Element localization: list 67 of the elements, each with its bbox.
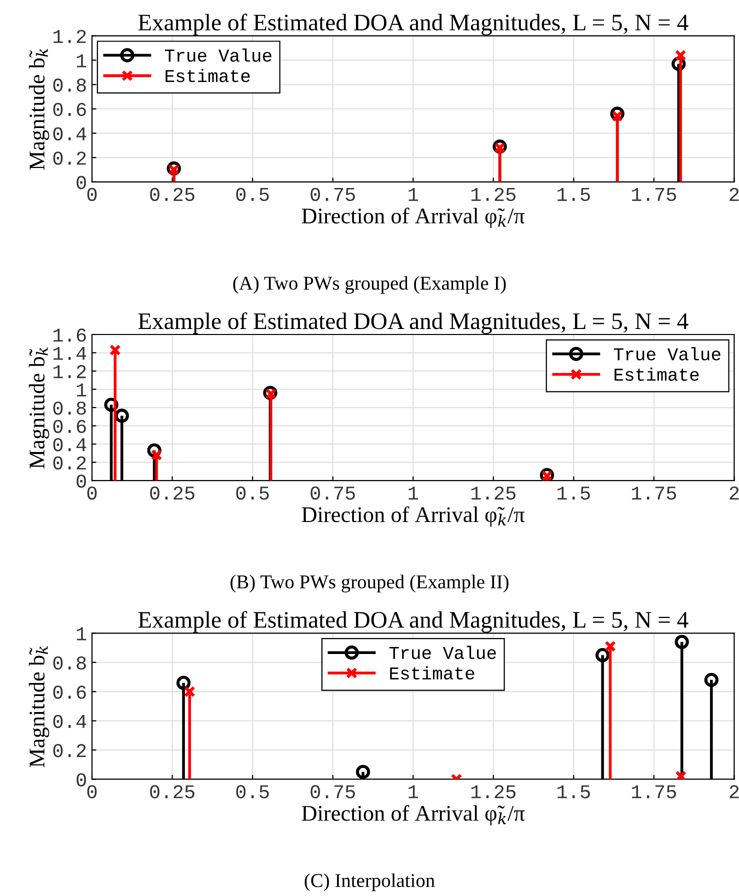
x-tick-label: 1: [408, 486, 418, 500]
text: (C) Interpolation: [304, 873, 435, 892]
y-tick-label: 1: [76, 54, 86, 68]
legend-label: True Value: [164, 48, 272, 62]
x-tick-label: 2: [730, 785, 739, 798]
x-tick-label: 1.5: [558, 785, 590, 798]
y-tick-label: 1.6: [54, 328, 86, 342]
y-axis-title: Magnitude b̃$_{k}$: [28, 48, 50, 170]
x-tick-label: 1.75: [632, 785, 676, 798]
chart-title: Example of Estimated DOA and Magnitudes, L = 5, N = 4: [138, 14, 688, 36]
y-tick-label: 0.8: [53, 78, 86, 92]
y-tick-label: 0.6: [53, 102, 86, 116]
y-axis-title: Magnitude b̃$_{k}$: [28, 348, 50, 469]
x-tick-label: 2: [730, 486, 739, 500]
x-tick-label: 1.25: [471, 188, 516, 202]
y-tick-label: 1.4: [54, 347, 86, 360]
x-tick-label: 0.5: [236, 486, 269, 500]
chart-title: Example of Estimated DOA and Magnitudes, L = 5, N = 4: [138, 312, 688, 334]
x-tick-label: 1: [408, 785, 418, 798]
x-tick-label: 1.5: [558, 188, 590, 202]
x-tick-label: 0: [87, 486, 97, 500]
legend-label: Estimate: [166, 68, 250, 82]
y-tick-label: 0: [76, 474, 86, 488]
x-tick-label: 0.75: [310, 486, 355, 500]
chart-title: Example of Estimated DOA and Magnitudes, L = 5, N = 4: [138, 610, 688, 633]
y-tick-label: 0.6: [53, 420, 86, 434]
legend-label: True Value: [614, 347, 720, 360]
y-tick-label: 0.4: [53, 127, 86, 140]
x-tick-label: 0.25: [150, 188, 194, 202]
y-axis-title: Magnitude b̃$_{k}$: [28, 646, 50, 768]
x-tick-label: 0.5: [236, 785, 269, 798]
x-tick-label: 1.25: [471, 785, 516, 798]
x-tick-label: 1.75: [632, 486, 676, 500]
y-tick-label: 0: [76, 176, 86, 190]
x-tick-label: 2: [730, 188, 739, 201]
y-tick-label: 0.6: [53, 686, 86, 699]
y-tick-label: 1.2: [54, 30, 86, 43]
x-tick-label: 0: [87, 785, 97, 798]
y-tick-label: 0: [76, 773, 86, 786]
y-tick-label: 1: [76, 384, 86, 396]
y-tick-label: 0.2: [53, 152, 86, 165]
x-axis-title: Direction of Arrival φ̃$_{k}$/π: [302, 506, 525, 527]
x-axis-title: Direction of Arrival φ̃$_{k}$/π: [302, 208, 525, 228]
y-tick-label: 0.4: [53, 438, 86, 452]
x-tick-label: 0.25: [150, 486, 194, 500]
y-tick-label: 1: [76, 627, 86, 640]
legend-label: Estimate: [614, 368, 699, 381]
text: (B) Two PWs grouped (Example II): [230, 574, 508, 592]
legend-label: True Value: [389, 646, 496, 660]
legend-label: Estimate: [390, 666, 474, 680]
x-tick-label: 0.5: [236, 188, 269, 202]
x-tick-label: 1.5: [558, 486, 590, 500]
x-tick-label: 1.75: [632, 188, 676, 202]
x-tick-label: 1.25: [471, 486, 516, 500]
x-tick-label: 0.75: [310, 785, 355, 798]
y-tick-label: 1.2: [54, 365, 86, 378]
x-tick-label: 0: [87, 188, 97, 202]
x-axis-title: Direction of Arrival φ̃$_{k}$/π: [302, 804, 525, 826]
x-tick-label: 1: [408, 188, 418, 201]
x-tick-label: 0.75: [310, 188, 355, 202]
x-tick-label: 0.25: [150, 785, 194, 798]
y-tick-label: 0.2: [53, 456, 86, 470]
text: (A) Two PWs grouped (Example I): [233, 276, 506, 294]
y-tick-label: 0.2: [53, 744, 86, 758]
y-tick-label: 0.8: [53, 402, 86, 415]
y-tick-label: 0.8: [53, 656, 86, 670]
y-tick-label: 0.4: [53, 714, 86, 728]
